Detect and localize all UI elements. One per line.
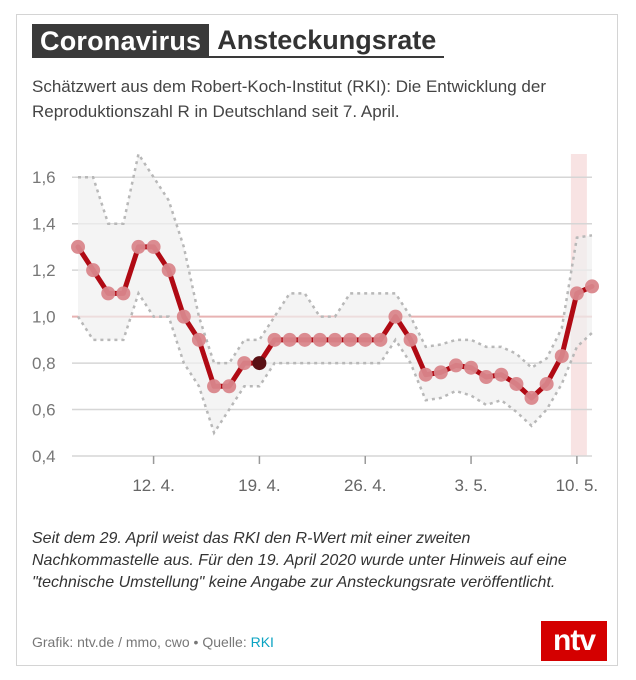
data-point bbox=[222, 379, 237, 394]
data-point bbox=[176, 309, 191, 324]
chart-subtitle: Schätzwert aus dem Robert-Koch-Institut … bbox=[32, 77, 546, 121]
band-fill bbox=[78, 154, 592, 433]
data-point bbox=[509, 376, 524, 391]
headline-title: Ansteckungsrate bbox=[209, 24, 445, 58]
y-axis-labels: 0,4 0,6 0,8 1,0 1,2 1,4 1,6 bbox=[32, 168, 56, 466]
headline-tag: Coronavirus bbox=[32, 24, 210, 58]
data-point bbox=[267, 332, 282, 347]
x-tick-label: 26. 4. bbox=[344, 476, 387, 495]
y-tick-label: 0,8 bbox=[32, 354, 56, 373]
data-point bbox=[539, 376, 554, 391]
x-tick-label: 3. 5. bbox=[455, 476, 488, 495]
r-value-chart: 0,4 0,6 0,8 1,0 1,2 1,4 1,6 12. 4. 19. 4. 26. 4.… bbox=[32, 150, 599, 495]
x-tick-label: 12. 4. bbox=[132, 476, 175, 495]
data-point bbox=[569, 286, 584, 301]
data-point bbox=[131, 239, 146, 254]
y-tick-label: 1,4 bbox=[32, 215, 56, 234]
data-point bbox=[101, 286, 116, 301]
data-point bbox=[433, 365, 448, 380]
x-tick-label: 19. 4. bbox=[238, 476, 281, 495]
data-point bbox=[418, 367, 433, 382]
data-point bbox=[494, 367, 509, 382]
credit-text: Grafik: ntv.de / mmo, cwo • Quelle: bbox=[32, 634, 251, 650]
y-tick-label: 0,4 bbox=[32, 447, 56, 466]
data-point bbox=[312, 332, 327, 347]
data-point bbox=[524, 390, 539, 405]
data-point bbox=[403, 332, 418, 347]
ntv-logo: ntv bbox=[541, 621, 607, 661]
data-point bbox=[161, 263, 176, 278]
x-axis-labels: 12. 4. 19. 4. 26. 4. 3. 5. 10. 5. bbox=[132, 456, 598, 495]
data-point bbox=[328, 332, 342, 347]
data-point bbox=[464, 360, 479, 375]
headline: Coronavirus Ansteckungsrate bbox=[32, 24, 445, 58]
data-point bbox=[448, 358, 463, 373]
x-tick-label: 10. 5. bbox=[556, 476, 599, 495]
data-point bbox=[388, 309, 403, 324]
y-tick-label: 0,6 bbox=[32, 401, 56, 420]
y-tick-label: 1,6 bbox=[32, 168, 56, 187]
source-link[interactable]: RKI bbox=[250, 634, 274, 650]
footnote: Seit dem 29. April weist das RKI den R-W… bbox=[32, 530, 567, 591]
data-point bbox=[373, 332, 388, 347]
data-point bbox=[146, 239, 161, 254]
data-point bbox=[358, 332, 373, 347]
card-frame bbox=[16, 14, 618, 666]
data-point bbox=[191, 332, 206, 347]
data-point bbox=[479, 370, 494, 385]
data-point bbox=[71, 239, 85, 254]
data-point bbox=[554, 349, 569, 364]
series-points bbox=[71, 239, 599, 405]
data-point bbox=[343, 332, 358, 347]
data-point bbox=[86, 263, 101, 278]
data-point bbox=[585, 279, 599, 294]
y-tick-label: 1,2 bbox=[32, 261, 56, 280]
upper-bound-line bbox=[78, 150, 593, 370]
credit-line: Grafik: ntv.de / mmo, cwo • Quelle: RKI bbox=[32, 634, 274, 650]
data-point bbox=[252, 356, 267, 371]
data-point bbox=[207, 379, 222, 394]
data-point bbox=[297, 332, 312, 347]
y-tick-label: 1,0 bbox=[32, 308, 56, 327]
confidence-band bbox=[78, 154, 592, 433]
data-point bbox=[116, 286, 131, 301]
data-point bbox=[237, 356, 252, 371]
data-point bbox=[282, 332, 297, 347]
